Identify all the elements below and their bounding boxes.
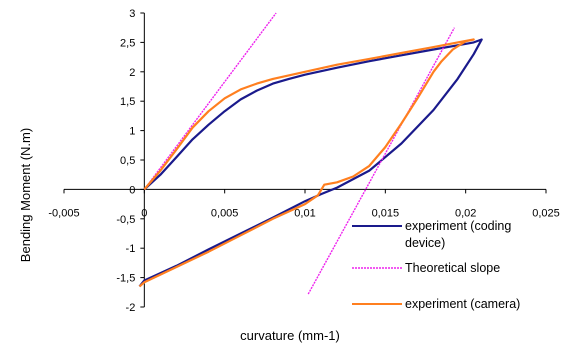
y-tick-label: 2 [129, 67, 135, 79]
chart-series [138, 12, 483, 295]
legend-entry: Theoretical slope [352, 261, 500, 275]
slope-line [307, 27, 456, 295]
y-tick-label: 2,5 [120, 37, 135, 49]
x-tick-label: 0,005 [211, 207, 239, 219]
series-theoretical-slope [143, 12, 456, 295]
y-tick-label: 3 [129, 8, 135, 20]
y-tick-label: -2 [126, 302, 136, 314]
legend: experiment (coding device) Theoretical slo… [352, 219, 520, 311]
series-experiment-camera [138, 38, 475, 288]
series-line [138, 38, 475, 288]
legend-entry: experiment (camera) [352, 297, 520, 311]
x-axis-label: curvature (mm-1) [240, 328, 340, 343]
legend-label: experiment (coding [405, 219, 511, 233]
y-tick-label: 0 [129, 184, 135, 196]
x-tick-label: 0 [141, 207, 147, 219]
legend-label: Theoretical slope [405, 261, 500, 275]
slope-line [143, 12, 277, 190]
y-tick-label: -1 [126, 243, 136, 255]
y-tick-label: 1,5 [120, 96, 135, 108]
y-tick-label: 1 [129, 126, 135, 138]
x-tick-label: 0,02 [455, 207, 476, 219]
legend-label: device) [405, 236, 445, 250]
x-tick-label: -0,005 [48, 207, 79, 219]
y-axis-label: Bending Moment (N.m) [18, 128, 33, 262]
y-tick-label: -1,5 [116, 273, 135, 285]
legend-entry: experiment (coding device) [352, 219, 511, 250]
y-tick-label: 0,5 [120, 155, 135, 167]
x-tick-label: 0,015 [372, 207, 400, 219]
y-tick-label: -0,5 [116, 214, 135, 226]
chart-axes: 3 2,5 2 1,5 1 0,5 0 -0,5 -1 -1,5 -2 -0,005 0 0,005 0,0… [48, 8, 559, 314]
series-line [138, 38, 483, 288]
x-tick-label: 0,01 [294, 207, 315, 219]
x-tick-label: 0,025 [532, 207, 560, 219]
legend-label: experiment (camera) [405, 297, 520, 311]
series-experiment-coding-device [138, 38, 483, 288]
